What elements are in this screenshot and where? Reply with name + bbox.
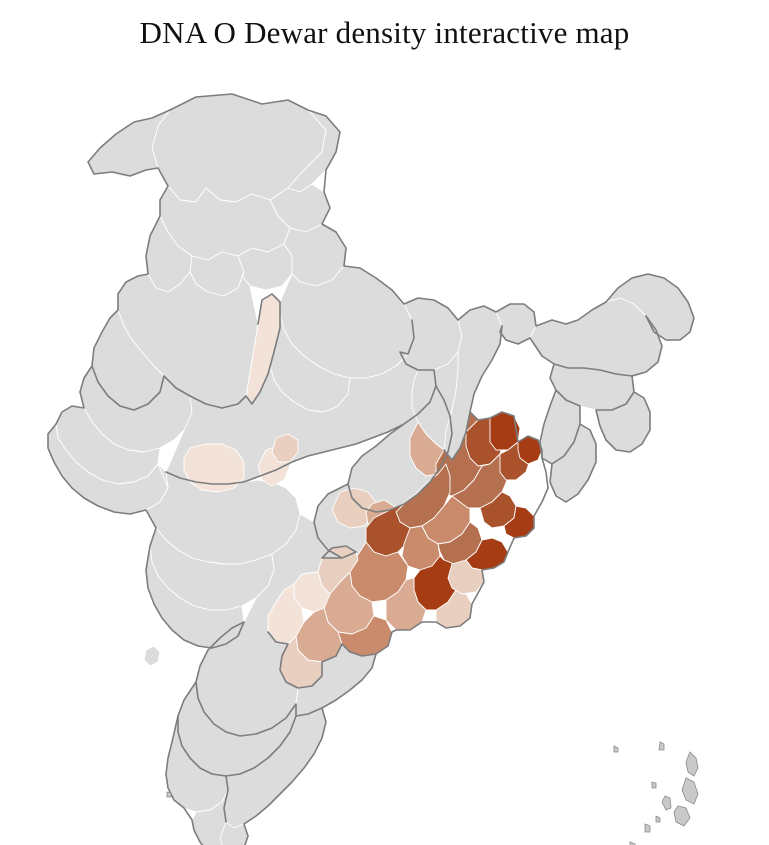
district-region[interactable] — [411, 351, 459, 451]
state-border — [177, 715, 229, 823]
andaman-nicobar-islands — [166, 741, 699, 845]
state-border — [295, 707, 323, 717]
state-border — [267, 631, 377, 689]
district-region[interactable] — [385, 577, 427, 631]
state-border — [499, 325, 581, 465]
state-border — [443, 411, 471, 461]
district-region[interactable] — [143, 645, 161, 667]
state-border — [91, 365, 191, 411]
island-shape — [658, 741, 665, 751]
state-border — [169, 93, 695, 341]
district-region[interactable] — [183, 443, 245, 493]
state-boundaries-layer — [47, 93, 695, 845]
district-region[interactable] — [447, 559, 485, 595]
state-border — [595, 375, 651, 453]
island-shape — [644, 823, 651, 833]
island-shape — [655, 815, 661, 823]
island-shape — [613, 745, 619, 753]
state-border — [165, 319, 437, 485]
island-shape — [651, 781, 657, 789]
island-shape — [661, 795, 672, 811]
state-border — [195, 681, 297, 777]
island-shape — [673, 805, 691, 827]
state-border — [347, 385, 453, 513]
choropleth-map[interactable] — [0, 52, 769, 845]
island-shape — [629, 841, 636, 845]
island-shape — [166, 791, 172, 798]
island-shape — [681, 777, 699, 805]
state-border — [189, 293, 281, 409]
state-border — [313, 483, 357, 559]
district-region[interactable] — [271, 433, 299, 463]
state-border — [47, 109, 549, 845]
base-districts-layer — [47, 93, 695, 845]
state-border — [549, 423, 597, 503]
india-district-map[interactable] — [0, 52, 769, 845]
island-shape — [685, 751, 699, 777]
page-title: DNA O Dewar density interactive map — [139, 15, 630, 50]
